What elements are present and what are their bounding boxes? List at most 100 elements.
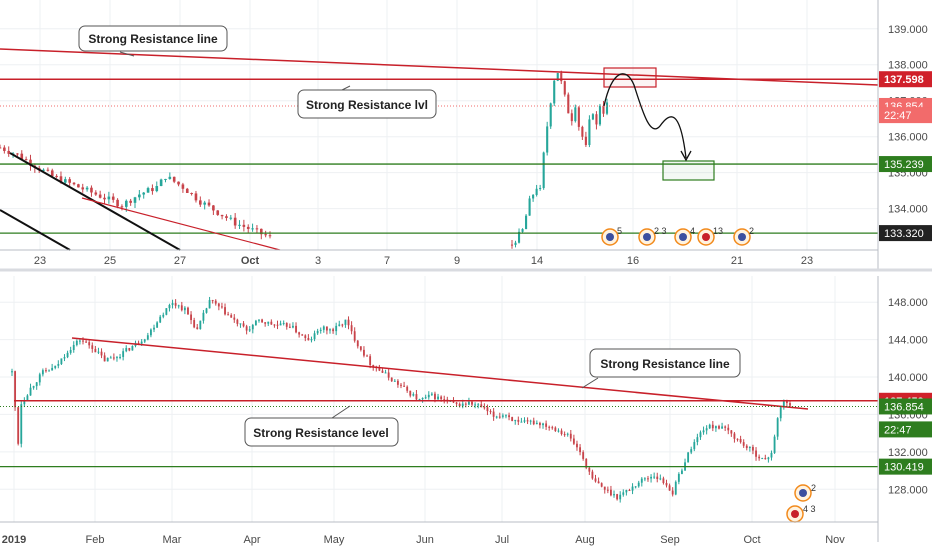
annotation-pointer <box>331 405 351 419</box>
candle <box>545 420 548 431</box>
y-tick-label: 134.000 <box>888 204 928 216</box>
candle <box>489 409 492 415</box>
candle <box>560 70 563 85</box>
strong-resistance-line-box[interactable] <box>78 25 228 52</box>
candle <box>221 302 223 309</box>
candle <box>23 397 26 408</box>
candle <box>185 187 189 194</box>
strong-resistance-line-box[interactable] <box>589 348 741 378</box>
candle <box>91 342 94 353</box>
candle <box>369 354 372 369</box>
event-2-icon[interactable]: 2 3 <box>638 226 667 246</box>
event-count: 2 <box>749 226 754 236</box>
downtrend-line[interactable] <box>81 197 281 251</box>
candle <box>598 103 602 127</box>
event-count: 2 3 <box>654 226 667 236</box>
candle <box>119 353 121 360</box>
candle <box>591 469 594 480</box>
candle <box>295 322 297 334</box>
strong-resistance-level-box[interactable] <box>244 417 399 447</box>
candle <box>254 319 257 326</box>
event-3-icon[interactable]: 4 <box>674 226 695 246</box>
candle <box>72 341 75 353</box>
top-price-axis[interactable]: 134.000135.000136.000137.000138.000139.0… <box>877 0 932 270</box>
strong-resistance-lvl-box[interactable] <box>297 89 437 119</box>
candle <box>196 323 199 330</box>
candle <box>400 382 402 389</box>
event-4-icon[interactable]: 13 <box>697 226 723 246</box>
candle <box>671 487 674 497</box>
candle <box>495 415 498 419</box>
price-tag-support-lower: 133.320 <box>879 225 932 242</box>
candle <box>236 318 239 327</box>
x-tick-label: 16 <box>627 255 639 267</box>
candle <box>517 228 521 244</box>
event-5-icon[interactable]: 2 <box>733 226 754 246</box>
candle <box>285 322 288 330</box>
resistance-trendline[interactable] <box>71 337 809 410</box>
candle <box>224 303 226 316</box>
candle <box>525 214 528 230</box>
candle <box>57 360 60 369</box>
candle <box>310 336 313 343</box>
candle <box>551 425 554 430</box>
target-zone-box[interactable] <box>662 160 715 181</box>
candle <box>616 493 619 501</box>
candle <box>529 419 532 425</box>
candle <box>217 302 220 311</box>
event-2-icon[interactable]: 4 3 <box>786 504 816 523</box>
candle <box>258 319 260 323</box>
candle <box>693 439 696 452</box>
bottom-chart-panel[interactable]: Strong Resistance line Strong Resistance … <box>0 276 932 546</box>
candle <box>390 377 393 382</box>
candle <box>418 398 421 401</box>
candle <box>150 328 152 338</box>
x-tick-label: 3 <box>315 255 321 267</box>
candle <box>486 404 489 416</box>
candle <box>770 450 773 461</box>
x-tick-label: 25 <box>104 255 116 267</box>
candle <box>128 347 131 352</box>
price-tag-countdown: 22:47 <box>879 421 932 438</box>
candle <box>190 192 193 196</box>
candle <box>730 429 733 437</box>
top-chart-panel[interactable]: Strong Resistance line Strong Resistance … <box>0 0 932 270</box>
candle <box>535 420 538 425</box>
candle <box>443 395 446 404</box>
candle <box>229 214 233 221</box>
candle <box>207 199 211 207</box>
candle <box>366 354 368 357</box>
candle <box>261 318 263 323</box>
candle <box>702 426 705 435</box>
price-tag-support-upper: 135.239 <box>879 156 932 173</box>
candle <box>164 178 167 183</box>
candle <box>532 194 535 202</box>
candle <box>273 324 276 328</box>
candle <box>60 358 63 366</box>
top-time-axis[interactable]: 23 25 27 Oct 3 7 9 14 16 21 23 <box>0 249 878 267</box>
event-1-icon[interactable]: 2 <box>794 483 816 502</box>
candle <box>146 332 149 341</box>
candle <box>20 150 24 160</box>
candle <box>353 327 356 343</box>
candle <box>634 486 637 489</box>
candle <box>687 451 690 463</box>
strong-resistance-level-label: Strong Resistance level <box>253 426 388 440</box>
candle <box>727 424 730 435</box>
bottom-time-axis[interactable]: 2019 Feb Mar Apr May Jun Jul Aug Sep Oct Nov <box>0 521 878 546</box>
channel-lower-line[interactable] <box>0 209 71 251</box>
y-tick-label: 132.000 <box>888 447 928 459</box>
bottom-price-axis[interactable]: 128.000132.000136.000140.000144.000148.0… <box>877 276 932 542</box>
event-1-icon[interactable]: 5 <box>601 226 622 246</box>
candle <box>748 446 751 452</box>
candle <box>16 153 19 157</box>
candle <box>650 474 652 483</box>
candle <box>319 327 322 334</box>
candle <box>733 431 736 443</box>
projection-path[interactable] <box>603 73 687 159</box>
candle <box>238 220 241 229</box>
candle <box>106 357 109 362</box>
candle <box>549 102 552 129</box>
candle <box>776 417 779 440</box>
